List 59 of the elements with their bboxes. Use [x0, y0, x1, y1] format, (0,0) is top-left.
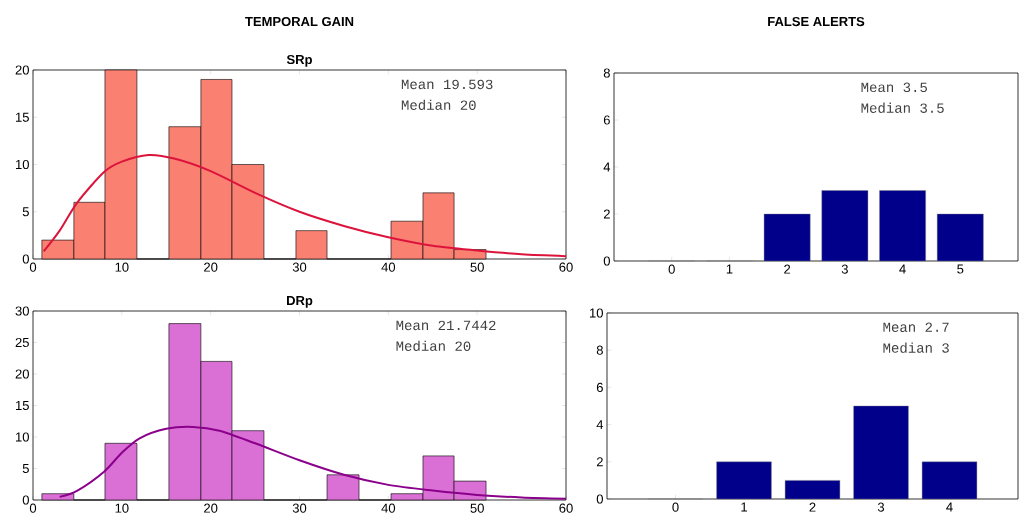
y-tick-label: 2 [603, 209, 610, 219]
y-tick-label: 8 [603, 68, 610, 78]
annotation: Mean 21.7442 [396, 320, 496, 331]
y-tick-label: 10 [590, 308, 603, 318]
y-tick-label: 25 [15, 337, 29, 348]
annotation: Median 20 [401, 99, 476, 110]
x-tick-label: 30 [292, 503, 307, 513]
x-tick-label: 10 [115, 503, 129, 513]
y-tick-label: 15 [16, 112, 29, 122]
x-tick-label: 60 [559, 262, 573, 272]
annotation: Mean 3.5 [861, 82, 927, 93]
x-tick-label: 1 [741, 502, 747, 512]
x-tick-label: 40 [381, 262, 396, 272]
x-tick-label: 3 [877, 502, 885, 512]
y-tick-label: 5 [22, 207, 29, 217]
x-tick-label: 50 [470, 262, 484, 272]
y-tick-label: 15 [16, 400, 29, 411]
x-tick-label: 4 [946, 502, 953, 512]
y-tick-label: 6 [596, 382, 603, 392]
x-tick-label: 5 [957, 264, 964, 274]
y-tick-label: 4 [596, 420, 604, 430]
x-tick-label: 2 [809, 502, 816, 512]
x-tick-label: 0 [672, 502, 679, 512]
x-tick-label: 0 [29, 503, 37, 513]
y-tick-label: 20 [15, 65, 29, 75]
x-tick-label: 2 [784, 264, 791, 274]
y-tick-label: 30 [15, 306, 29, 316]
y-tick-label: 2 [596, 457, 603, 467]
annotation: Mean 2.7 [883, 322, 949, 333]
x-tick-label: 40 [381, 503, 396, 513]
y-tick-label: 0 [22, 254, 29, 264]
chart-subtitle: DRp [287, 296, 313, 308]
x-tick-label: 0 [29, 262, 37, 272]
y-tick-label: 5 [22, 463, 29, 474]
x-tick-label: 3 [841, 264, 848, 274]
x-tick-label: 50 [470, 503, 484, 513]
annotation: Median 3.5 [861, 102, 944, 113]
annotation: Mean 19.593 [401, 79, 493, 90]
x-tick-label: 1 [726, 264, 733, 274]
x-tick-label: 20 [204, 262, 218, 272]
x-tick-label: 0 [668, 264, 675, 274]
annotation: Median 20 [396, 340, 471, 351]
x-tick-label: 10 [115, 262, 129, 272]
y-tick-label: 10 [16, 159, 29, 170]
y-tick-label: 0 [22, 495, 29, 505]
annotation: Median 3 [883, 342, 949, 353]
y-tick-label: 10 [16, 432, 29, 442]
x-tick-label: 20 [204, 503, 218, 513]
y-tick-label: 8 [596, 345, 603, 355]
chart-subtitle: SRp [286, 54, 312, 67]
chart-title: TEMPORAL GAIN [245, 16, 354, 27]
y-tick-label: 6 [603, 115, 610, 125]
x-tick-label: 4 [899, 264, 906, 274]
x-tick-label: 60 [559, 503, 573, 513]
chart-title: FALSE ALERTS [768, 16, 865, 27]
y-tick-label: 4 [603, 162, 611, 172]
y-tick-label: 0 [596, 494, 603, 504]
x-tick-label: 30 [292, 262, 307, 272]
y-tick-label: 20 [15, 369, 29, 379]
